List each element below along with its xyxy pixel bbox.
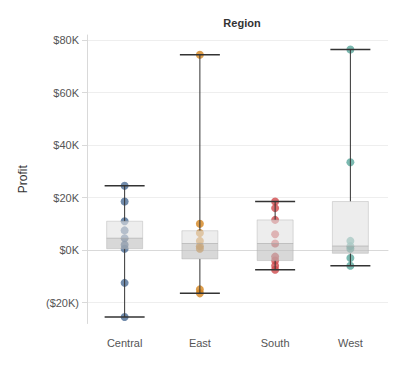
svg-text:$20K: $20K: [53, 192, 79, 204]
svg-text:$80K: $80K: [53, 34, 79, 46]
svg-text:$60K: $60K: [53, 87, 79, 99]
svg-text:South: South: [261, 337, 290, 349]
svg-text:Profit: Profit: [16, 165, 30, 194]
svg-text:East: East: [189, 337, 211, 349]
svg-text:Region: Region: [223, 17, 261, 29]
svg-text:West: West: [338, 337, 363, 349]
svg-text:$0K: $0K: [59, 244, 79, 256]
svg-text:($20K): ($20K): [46, 297, 79, 309]
svg-text:$40K: $40K: [53, 139, 79, 151]
svg-text:Central: Central: [107, 337, 142, 349]
